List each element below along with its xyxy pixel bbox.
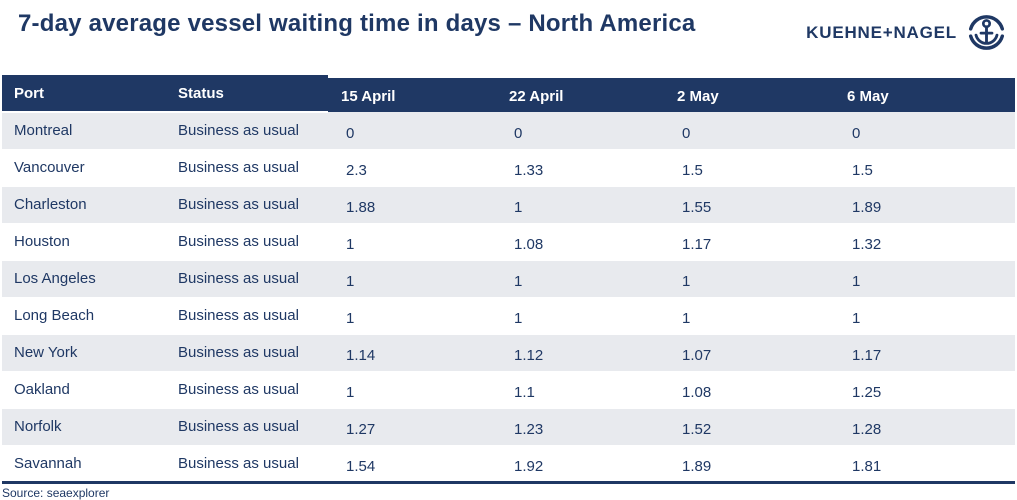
value-cell: 1 bbox=[852, 310, 861, 327]
status-cell: Business as usual bbox=[178, 196, 299, 213]
table-row: Charleston Business as usual 1.88 1 1.55… bbox=[2, 186, 1015, 223]
status-cell: Business as usual bbox=[178, 307, 299, 324]
value-cell: 1.55 bbox=[682, 199, 712, 216]
value-cell: 1.5 bbox=[682, 162, 703, 179]
port-cell: Houston bbox=[14, 233, 70, 250]
table-row: Los Angeles Business as usual 1 1 1 1 bbox=[2, 260, 1015, 297]
value-cell: 1 bbox=[514, 199, 523, 216]
value-cell: 1.17 bbox=[852, 347, 882, 364]
status-cell: Business as usual bbox=[178, 381, 299, 398]
port-cell: Norfolk bbox=[14, 418, 62, 435]
value-cell: 0 bbox=[852, 124, 861, 142]
value-cell: 1.81 bbox=[852, 457, 882, 475]
port-cell: Charleston bbox=[14, 196, 87, 213]
value-cell: 1.52 bbox=[682, 421, 712, 438]
value-cell: 1.17 bbox=[682, 236, 712, 253]
column-header-6-may: 6 May bbox=[847, 88, 889, 105]
source-note: Source: seaexplorer bbox=[2, 485, 110, 500]
value-cell: 1 bbox=[346, 384, 355, 401]
value-cell: 0 bbox=[514, 124, 523, 142]
value-cell: 1 bbox=[514, 273, 523, 290]
anchor-in-circle-icon bbox=[966, 12, 1007, 53]
logo-wordmark: KUEHNE+NAGEL bbox=[806, 22, 957, 42]
value-cell: 1.25 bbox=[852, 384, 882, 401]
port-cell: Savannah bbox=[14, 454, 82, 472]
status-cell: Business as usual bbox=[178, 233, 299, 250]
value-cell: 2.3 bbox=[346, 162, 367, 179]
port-cell: Oakland bbox=[14, 381, 70, 398]
table-row: Oakland Business as usual 1 1.1 1.08 1.2… bbox=[2, 371, 1015, 408]
status-cell: Business as usual bbox=[178, 270, 299, 287]
column-header-status: Status bbox=[166, 75, 328, 113]
port-cell: Los Angeles bbox=[14, 270, 96, 287]
page-title: 7-day average vessel waiting time in day… bbox=[18, 10, 696, 37]
table-row: Montreal Business as usual 0 0 0 0 bbox=[2, 112, 1015, 149]
table-row: Long Beach Business as usual 1 1 1 1 bbox=[2, 297, 1015, 334]
table-header-row: Port Status 15 April 22 April 2 May 6 Ma… bbox=[2, 75, 1015, 113]
value-cell: 1.08 bbox=[682, 384, 712, 401]
status-cell: Business as usual bbox=[178, 159, 299, 176]
value-cell: 1.28 bbox=[852, 421, 882, 438]
port-cell: Long Beach bbox=[14, 307, 95, 324]
value-cell: 1 bbox=[346, 273, 355, 290]
top-bar: 7-day average vessel waiting time in day… bbox=[0, 0, 1017, 75]
value-cell: 1 bbox=[682, 310, 691, 327]
value-cell: 1.89 bbox=[682, 457, 712, 475]
value-cell: 1.08 bbox=[514, 236, 544, 253]
value-cell: 1.54 bbox=[346, 457, 376, 475]
status-cell: Business as usual bbox=[178, 454, 299, 472]
value-cell: 1 bbox=[852, 273, 861, 290]
table-row: Houston Business as usual 1 1.08 1.17 1.… bbox=[2, 223, 1015, 260]
table-row: Norfolk Business as usual 1.27 1.23 1.52… bbox=[2, 408, 1015, 445]
company-logo: KUEHNE+NAGEL bbox=[806, 8, 1011, 53]
value-cell: 1.14 bbox=[346, 347, 376, 364]
value-cell: 1.1 bbox=[514, 384, 535, 401]
column-header-2-may: 2 May bbox=[677, 88, 719, 105]
table-row: Vancouver Business as usual 2.3 1.33 1.5… bbox=[2, 149, 1015, 186]
value-cell: 1 bbox=[346, 310, 355, 327]
value-cell: 1 bbox=[514, 310, 523, 327]
value-cell: 1.89 bbox=[852, 199, 882, 216]
value-cell: 1.33 bbox=[514, 162, 544, 179]
value-cell: 1.92 bbox=[514, 457, 544, 475]
status-cell: Business as usual bbox=[178, 122, 299, 140]
value-cell: 1.32 bbox=[852, 236, 882, 253]
column-header-port: Port bbox=[2, 75, 166, 113]
value-cell: 1 bbox=[682, 273, 691, 290]
value-cell: 1.12 bbox=[514, 347, 544, 364]
column-header-22-april: 22 April bbox=[509, 88, 564, 105]
table-row: New York Business as usual 1.14 1.12 1.0… bbox=[2, 334, 1015, 371]
value-cell: 1.5 bbox=[852, 162, 873, 179]
value-cell: 1.07 bbox=[682, 347, 712, 364]
value-cell: 1.23 bbox=[514, 421, 544, 438]
value-cell: 1.88 bbox=[346, 199, 376, 216]
port-cell: Montreal bbox=[14, 122, 73, 140]
value-cell: 0 bbox=[682, 124, 691, 142]
value-cell: 1 bbox=[346, 236, 355, 253]
waiting-time-table: Port Status 15 April 22 April 2 May 6 Ma… bbox=[2, 75, 1015, 484]
port-cell: Vancouver bbox=[14, 159, 85, 176]
status-cell: Business as usual bbox=[178, 344, 299, 361]
column-header-15-april: 15 April bbox=[341, 88, 396, 105]
table-row: Savannah Business as usual 1.54 1.92 1.8… bbox=[2, 445, 1015, 482]
value-cell: 1.27 bbox=[346, 421, 376, 438]
value-cell: 0 bbox=[346, 124, 355, 142]
port-cell: New York bbox=[14, 344, 78, 361]
status-cell: Business as usual bbox=[178, 418, 299, 435]
